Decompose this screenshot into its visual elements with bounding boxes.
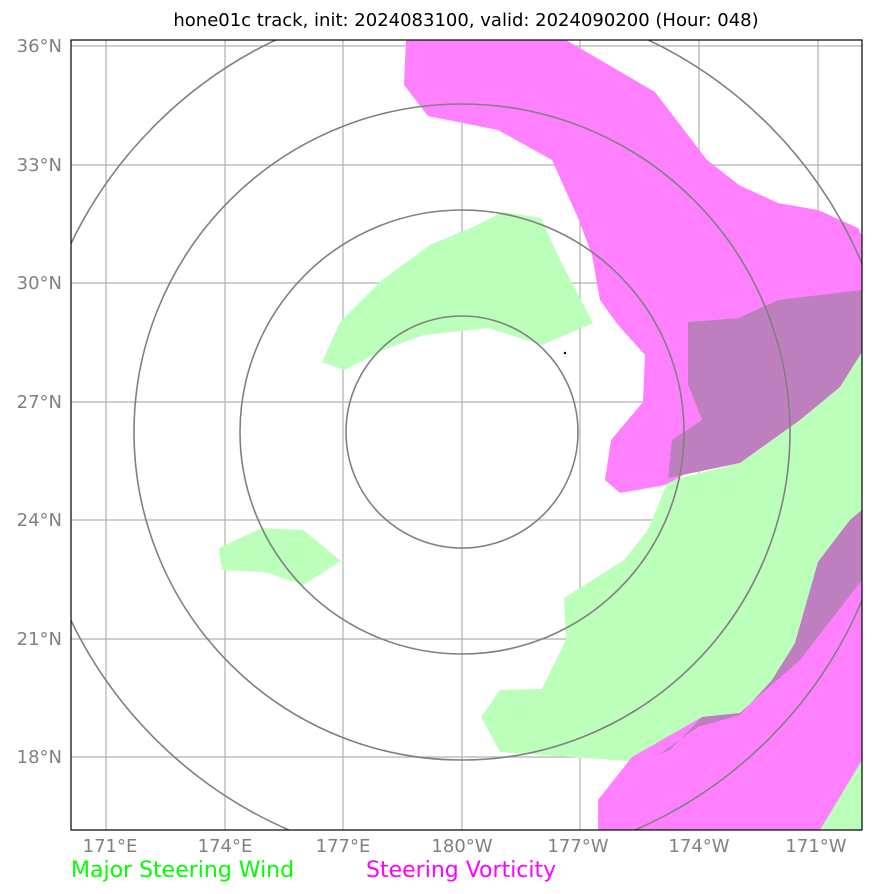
ring-3 [133, 103, 791, 761]
overlap-areas [640, 290, 862, 762]
lat-tick: 24°N [17, 510, 62, 531]
wind-area-west [219, 528, 341, 585]
lon-tick: 171°E [83, 836, 138, 857]
lat-tick: 33°N [17, 155, 62, 176]
wind-area-north [322, 212, 593, 370]
lon-tick: 171°W [785, 836, 846, 857]
legend-steering-wind: Major Steering Wind [71, 858, 294, 883]
map-title: hone01c track, init: 2024083100, valid: … [173, 10, 758, 31]
lon-tick: 180°W [431, 836, 492, 857]
lon-tick: 174°E [198, 836, 253, 857]
steering-vorticity-areas [404, 40, 862, 830]
vorticity-area-south [598, 510, 862, 830]
vorticity-area-north [404, 40, 862, 493]
distance-rings [71, 40, 862, 830]
lat-tick: 36°N [17, 36, 62, 57]
overlap-area-lower [640, 510, 862, 762]
lon-tick: 174°W [668, 836, 729, 857]
lat-tick: 21°N [17, 629, 62, 650]
ring-2 [239, 209, 685, 655]
ring-1 [345, 315, 579, 549]
lon-tick-labels: 171°E 174°E 177°E 180°W 177°W 174°W 171°… [83, 836, 847, 857]
lon-tick: 177°W [547, 836, 608, 857]
legend-steering-vorticity: Steering Vorticity [366, 858, 556, 883]
lon-tick: 177°E [316, 836, 371, 857]
lat-tick-labels: 36°N 33°N 30°N 27°N 24°N 21°N 18°N [17, 36, 62, 768]
lat-tick: 18°N [17, 747, 62, 768]
lat-tick: 30°N [17, 273, 62, 294]
lat-tick: 27°N [17, 392, 62, 413]
storm-center-marker [563, 351, 567, 355]
overlap-area-upper [668, 290, 862, 478]
plot-frame [70, 39, 863, 831]
